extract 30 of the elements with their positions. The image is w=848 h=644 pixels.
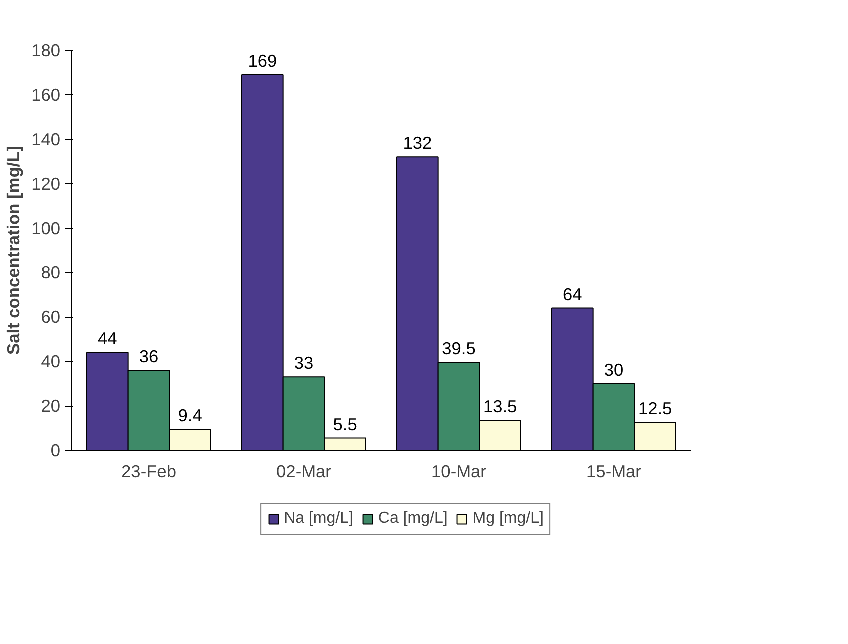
y-tick-label: 80: [41, 262, 61, 283]
y-tick-label: 60: [41, 307, 61, 328]
x-tick-label: 23-Feb: [122, 462, 176, 482]
data-label: 12.5: [638, 398, 672, 419]
y-tick-label: 140: [32, 129, 61, 150]
x-tick-label: 10-Mar: [432, 462, 487, 482]
data-label: 44: [98, 328, 118, 349]
data-label: 30: [604, 360, 624, 380]
data-label: 169: [248, 50, 278, 71]
y-tick-label: 180: [32, 40, 61, 60]
x-tick-label: 15-Mar: [586, 462, 642, 482]
legend-label: Ca [mg/L]: [378, 510, 448, 528]
legend-label: Mg [mg/L]: [472, 510, 544, 528]
y-tick-label: 40: [41, 352, 61, 372]
legend-label: Na [mg/L]: [284, 510, 354, 528]
y-tick-label: 20: [41, 396, 61, 416]
data-label: 132: [403, 133, 432, 154]
y-tick-label: 100: [32, 218, 61, 238]
data-label: 9.4: [178, 406, 203, 426]
data-label: 36: [139, 346, 159, 366]
y-tick-label: 120: [32, 174, 61, 194]
y-axis-title: Salt concentration [mg/L]: [4, 146, 24, 355]
data-label: 33: [294, 353, 314, 374]
x-tick-label: 02-Mar: [276, 462, 332, 482]
data-label: 64: [563, 284, 583, 304]
data-label: 5.5: [333, 414, 358, 434]
y-tick-label: 160: [32, 84, 61, 105]
data-label: 13.5: [483, 396, 518, 416]
y-tick-label: 0: [50, 440, 61, 460]
data-label: 39.5: [442, 338, 476, 359]
